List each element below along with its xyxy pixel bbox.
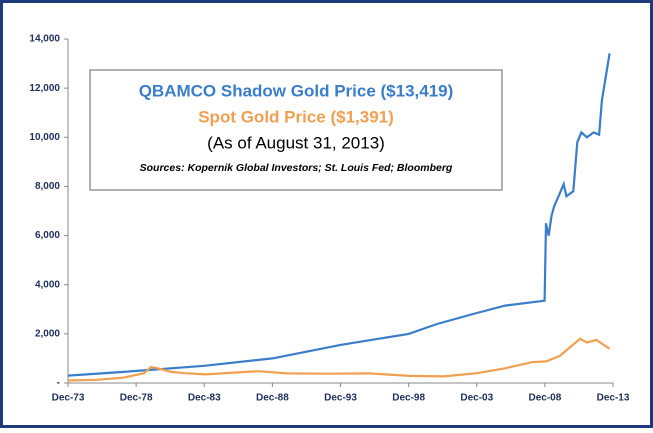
x-tick-label: Dec-73 (52, 393, 85, 404)
annotation: Sources: Kopernik Global Investors; St. … (140, 162, 453, 174)
x-tick-label: Dec-83 (188, 393, 221, 404)
y-tick-label: - (57, 378, 60, 389)
line (67, 53, 611, 377)
y-tick-label: 14,000 (29, 34, 60, 45)
x-tick-label: Dec-13 (597, 393, 630, 404)
chart-title: QBAMCO Shadow Gold Price ($13,419) (139, 81, 454, 100)
annotation: (As of August 31, 2013) (207, 133, 385, 152)
y-tick-label: 4,000 (35, 279, 60, 290)
y-tick-label: 12,000 (29, 83, 60, 94)
legend-box (89, 69, 503, 191)
y-tick-label: 2,000 (35, 328, 60, 339)
y-tick-label: 10,000 (29, 132, 60, 143)
x-tick-label: Dec-08 (528, 393, 561, 404)
x-tick-label: Dec-88 (256, 393, 289, 404)
line (67, 337, 611, 382)
x-tick-label: Dec-03 (460, 393, 493, 404)
x-tick-label: Dec-93 (324, 393, 357, 404)
y-tick-label: 6,000 (35, 230, 60, 241)
plot: - 2,000 4,000 6,000 8,000 10,000 12,000 14,000 D… (29, 34, 629, 404)
x-tick-label: Dec-98 (392, 393, 425, 404)
chart-subtitle: Spot Gold Price ($1,391) (198, 107, 394, 126)
y-tick-label: 8,000 (35, 181, 60, 192)
x-tick-label: Dec-78 (120, 393, 153, 404)
